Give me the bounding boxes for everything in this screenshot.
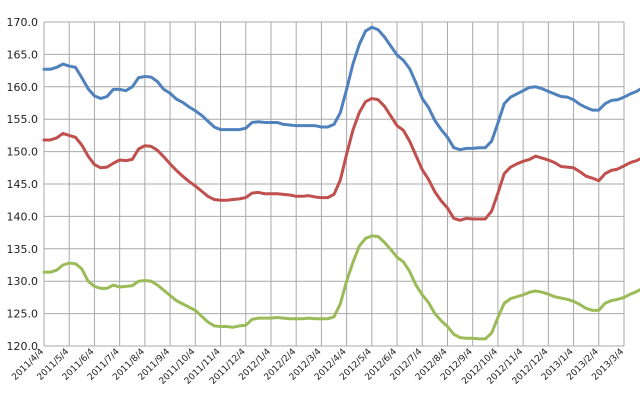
y-tick-label: 130.0 xyxy=(7,275,39,288)
series-lines xyxy=(42,25,640,341)
y-tick-label: 135.0 xyxy=(7,243,39,256)
series-line-1 xyxy=(42,25,640,152)
y-tick-label: 145.0 xyxy=(7,178,39,191)
series-line-2 xyxy=(42,96,640,222)
y-tick-label: 150.0 xyxy=(7,146,39,159)
y-tick-label: 125.0 xyxy=(7,308,39,321)
grid xyxy=(43,21,625,347)
series-line-3 xyxy=(42,234,640,341)
y-tick-label: 140.0 xyxy=(7,210,39,223)
y-tick-label: 165.0 xyxy=(7,48,39,61)
y-axis-ticks: 170.0 165.0 160.0 155.0 150.0 145.0 140.0 135.0… xyxy=(7,16,39,353)
y-tick-label: 155.0 xyxy=(7,113,39,126)
y-tick-label: 170.0 xyxy=(7,16,39,29)
y-tick-label: 160.0 xyxy=(7,81,39,94)
y-tick-label: 120.0 xyxy=(7,340,39,353)
